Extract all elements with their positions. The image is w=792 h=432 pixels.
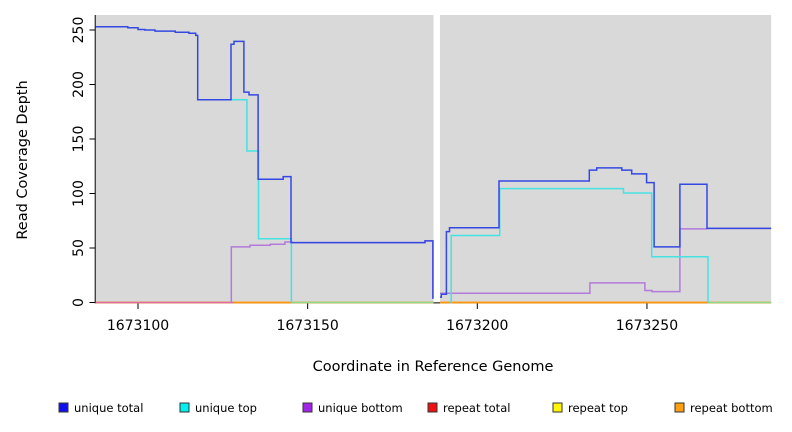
legend-label: repeat total <box>443 401 510 415</box>
legend-swatch-repeat-top <box>552 402 563 413</box>
legend-swatch-unique-bottom <box>302 402 313 413</box>
y-axis-title: Read Coverage Depth <box>15 80 31 239</box>
x-tick-label: 1673100 <box>107 318 169 334</box>
legend-swatch-unique-total <box>58 402 69 413</box>
plot-panel-left <box>95 15 434 303</box>
series-unique-top <box>450 187 709 304</box>
legend-item: unique total <box>58 401 143 415</box>
legend-label: repeat bottom <box>690 401 773 415</box>
series-unique-total <box>95 25 434 299</box>
y-tick-label: 250 <box>71 17 87 44</box>
legend-swatch-repeat-total <box>427 402 438 413</box>
legend-label: unique total <box>74 401 143 415</box>
series-unique-total <box>440 167 772 298</box>
legend-item: unique top <box>179 401 257 415</box>
y-tick-label: 50 <box>71 239 87 257</box>
plot-panel-right <box>439 15 772 303</box>
legend-swatch-unique-top <box>179 402 190 413</box>
legend-label: repeat top <box>568 401 628 415</box>
legend-item: repeat top <box>552 401 628 415</box>
legend-label: unique bottom <box>318 401 403 415</box>
x-tick-label: 1673150 <box>276 318 338 334</box>
x-tick-label: 1673250 <box>616 318 678 334</box>
legend-label: unique top <box>195 401 257 415</box>
x-axis-title: Coordinate in Reference Genome <box>313 359 554 375</box>
y-tick-label: 200 <box>71 71 87 98</box>
legend-item: repeat bottom <box>674 401 773 415</box>
legend-item: unique bottom <box>302 401 403 415</box>
x-tick-label: 1673200 <box>446 318 508 334</box>
legend-item: repeat total <box>427 401 510 415</box>
legend-swatch-repeat-bottom <box>674 402 685 413</box>
y-tick-label: 100 <box>71 180 87 207</box>
y-tick-label: 150 <box>71 126 87 153</box>
y-tick-label: 0 <box>71 298 87 307</box>
